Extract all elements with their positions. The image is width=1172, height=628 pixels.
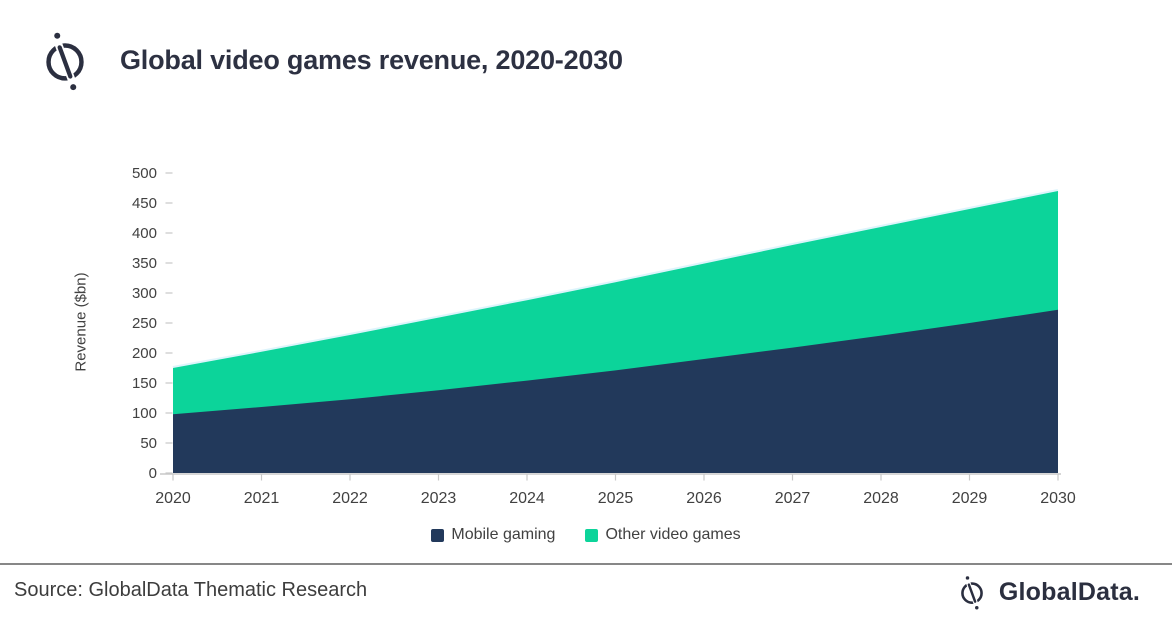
x-tick-label: 2027 [775, 490, 811, 507]
x-tick-label: 2025 [598, 490, 634, 507]
x-tick-label: 2028 [863, 490, 899, 507]
y-tick-label: 150 [132, 375, 157, 392]
source-text: Source: GlobalData Thematic Research [14, 579, 368, 601]
y-tick-label: 50 [140, 435, 157, 452]
area-mobile-gaming [173, 309, 1058, 473]
x-tick-label: 2021 [244, 490, 280, 507]
globaldata-logo-icon [46, 32, 84, 91]
page-title: Global video games revenue, 2020-2030 [120, 44, 623, 75]
x-tick-label: 2026 [686, 490, 722, 507]
x-tick-label: 2022 [332, 490, 368, 507]
header: Global video games revenue, 2020-2030 [34, 28, 623, 92]
y-tick-label: 250 [132, 315, 157, 332]
y-tick-label: 450 [132, 195, 157, 212]
legend-swatch-other-video-games-icon [585, 528, 599, 542]
x-tick-label: 2024 [509, 490, 545, 507]
x-tick-label: 2020 [155, 490, 191, 507]
y-tick-label: 400 [132, 225, 157, 242]
y-tick-label: 100 [132, 405, 157, 422]
globaldata-wordmark: GlobalData. [998, 577, 1140, 606]
legend: Mobile gaming Other video games [0, 526, 1172, 544]
legend-item-other-video-games: Other video games [585, 526, 741, 544]
legend-item-mobile-gaming: Mobile gaming [431, 526, 555, 544]
x-tick-label: 2029 [952, 490, 988, 507]
y-tick-label: 350 [132, 255, 157, 272]
legend-label-mobile-gaming: Mobile gaming [451, 526, 556, 543]
y-tick-label: 300 [132, 285, 157, 302]
globaldata-logo-icon [961, 576, 983, 610]
x-tick-label: 2030 [1040, 490, 1076, 507]
footer-divider [0, 563, 1172, 565]
footer-brand: GlobalData. [954, 572, 1140, 612]
legend-swatch-mobile-gaming-icon [431, 528, 445, 542]
y-tick-label: 200 [132, 345, 157, 362]
x-tick-label: 2023 [421, 490, 457, 507]
y-tick-label: 500 [132, 165, 157, 182]
y-axis-title: Revenue ($bn) [72, 272, 90, 372]
legend-label-other-video-games: Other video games [605, 526, 741, 543]
y-tick-label: 0 [149, 465, 157, 482]
